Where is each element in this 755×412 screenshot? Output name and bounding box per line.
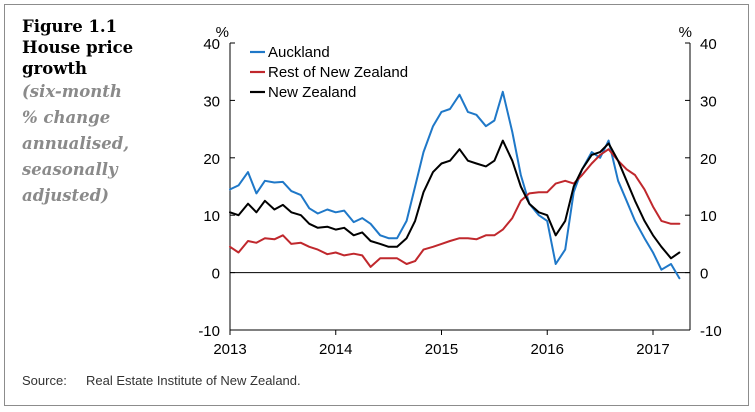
- chart-series: [229, 90, 681, 280]
- source-note: Source: Real Estate Institute of New Zeal…: [22, 373, 301, 388]
- x-tick-label: 2015: [425, 341, 458, 358]
- source-label: Source:: [22, 373, 67, 388]
- legend-label: Rest of New Zealand: [268, 64, 408, 81]
- figure-subtitle-line: annualised,: [22, 134, 129, 153]
- y-tick-label-left: 30: [203, 93, 220, 110]
- series-line-rest-of-new-zealand: [229, 148, 681, 268]
- y-tick-label-right: 20: [700, 151, 717, 168]
- figure-subtitle: (six-month % change annualised, seasonal…: [22, 79, 222, 209]
- source-text: Real Estate Institute of New Zealand.: [86, 373, 301, 388]
- x-tick-label: 2016: [531, 341, 564, 358]
- y-tick-label-right: 30: [700, 93, 717, 110]
- chart-legend: Auckland Rest of New Zealand New Zealand: [250, 44, 408, 101]
- series-line-new-zealand: [229, 139, 681, 260]
- y-tick-label-left: 10: [203, 208, 220, 225]
- figure-frame: [4, 4, 749, 406]
- figure-title-line: House price: [22, 38, 134, 57]
- y-tick-label-right: 0: [700, 266, 708, 283]
- y-unit-right: %: [679, 24, 692, 41]
- y-tick-label-left: 20: [203, 151, 220, 168]
- figure-title-line: Figure 1.1: [22, 17, 118, 36]
- y-tick-label-right: 10: [700, 208, 717, 225]
- figure-subtitle-line: (six-month: [22, 82, 122, 101]
- figure-title-block: Figure 1.1 House price growth (six-month…: [22, 16, 222, 209]
- y-unit-left: %: [216, 24, 229, 41]
- figure-title-line: growth: [22, 59, 88, 78]
- figure-title: Figure 1.1 House price growth: [22, 16, 222, 79]
- y-tick-label-left: -10: [198, 323, 220, 340]
- figure-subtitle-line: % change: [22, 108, 111, 127]
- figure-subtitle-line: seasonally: [22, 160, 118, 179]
- y-tick-label-left: 40: [203, 36, 220, 53]
- series-line-auckland: [229, 90, 681, 280]
- y-tick-label-right: -10: [700, 323, 722, 340]
- chart-axes: -10 -10 0 0 10 10 20 20 30 30 40 40% % 2013 2014 2015 20…: [198, 24, 721, 358]
- legend-label: New Zealand: [268, 84, 356, 101]
- y-tick-label-left: 0: [212, 266, 220, 283]
- legend-label: Auckland: [268, 44, 330, 61]
- y-tick-label-right: 40: [700, 36, 717, 53]
- figure-subtitle-line: adjusted): [22, 186, 109, 205]
- x-tick-label: 2017: [636, 341, 669, 358]
- x-tick-label: 2013: [213, 341, 246, 358]
- x-tick-label: 2014: [319, 341, 352, 358]
